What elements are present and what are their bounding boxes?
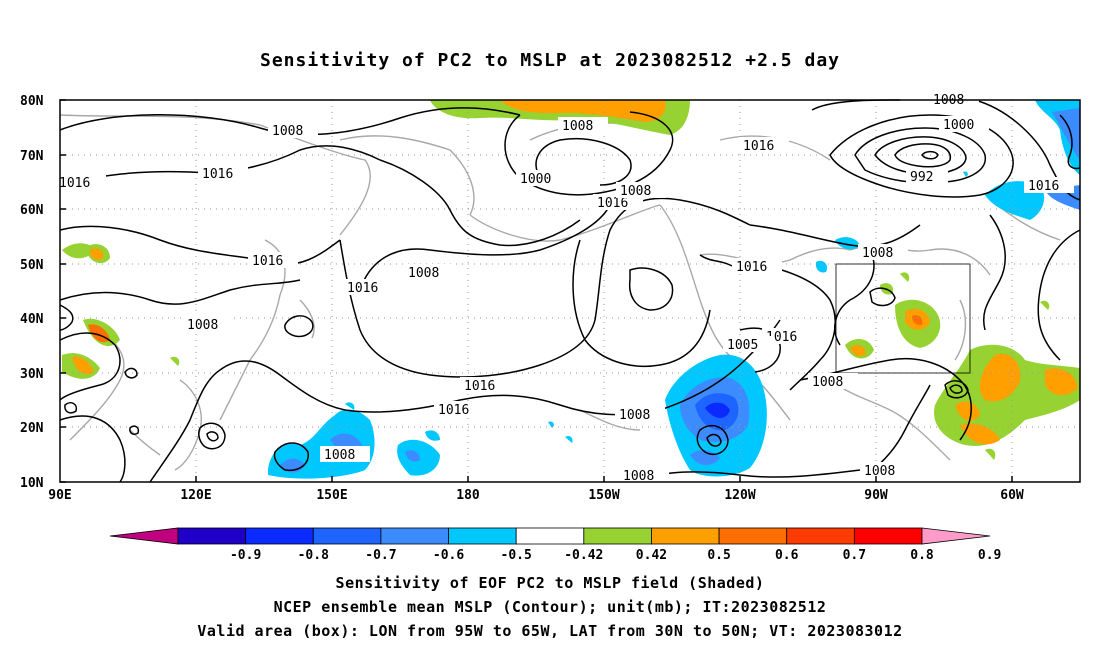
colorbar-swatch	[651, 527, 720, 545]
colorbar-swatch	[853, 527, 923, 545]
contour-label: 1000	[943, 118, 974, 133]
lat-label: 40N	[20, 312, 44, 327]
colorbar-tick-label: 0.8	[910, 548, 934, 563]
colorbar-tick-label: 0.42	[636, 548, 667, 563]
colorbar: -0.9 -0.8 -0.7 -0.6 -0.5 -0.42 0.42 0.5 0.6 0.7 0.…	[109, 527, 1001, 563]
colorbar-swatch	[718, 527, 788, 545]
caption-line-3: Valid area (box): LON from 95W to 65W, L…	[197, 622, 903, 640]
contour-labels: 1008 1016 1000 992 1008 1016 1016 1000 1…	[56, 93, 1074, 463]
lon-label: 60W	[1000, 488, 1024, 503]
lat-label: 20N	[20, 421, 44, 436]
lat-label: 30N	[20, 367, 44, 382]
colorbar-swatch	[177, 527, 247, 545]
contour-label: 1008	[862, 246, 893, 261]
contour-label: 992	[910, 170, 933, 185]
contour-label: 1016	[59, 176, 90, 191]
map-frame	[59, 99, 1081, 483]
contour-label: 1008	[324, 448, 355, 463]
lon-label: 90W	[864, 488, 888, 503]
contour-label: 1008	[408, 266, 439, 281]
lon-label: 120W	[724, 488, 755, 503]
grid	[60, 100, 1080, 482]
colorbar-tick-label: 0.6	[775, 548, 799, 563]
colorbar-tick-label: -0.42	[564, 548, 603, 563]
lat-label: 60N	[20, 203, 44, 218]
lat-label: 70N	[20, 149, 44, 164]
contour-label: 1008	[562, 119, 593, 134]
map-background	[60, 100, 1080, 482]
colorbar-low-triangle	[109, 527, 179, 545]
contour-label: 1008	[812, 375, 843, 390]
contour-label: 1008	[187, 318, 218, 333]
contour-label: 1008	[619, 408, 650, 423]
contour-label: 1016	[766, 330, 797, 345]
colorbar-swatch	[245, 527, 314, 545]
longitude-labels: 90E 120E 150E 180 150W 120W 90W 60W	[48, 488, 1024, 503]
contour-label: 1016	[464, 379, 495, 394]
lon-label: 90E	[48, 488, 71, 503]
contour-label: 1016	[347, 281, 378, 296]
colorbar-high-triangle	[921, 527, 991, 545]
colorbar-swatch	[312, 527, 382, 545]
colorbar-tick-label: -0.8	[298, 548, 329, 563]
colorbar-tick-label: -0.9	[230, 548, 261, 563]
lon-label: 120E	[180, 488, 211, 503]
contour-label: 1016	[736, 260, 767, 275]
colorbar-tick-label: -0.7	[365, 548, 396, 563]
contour-label: 1008	[864, 464, 895, 479]
lon-label: 180	[456, 488, 480, 503]
contour-label: 1008	[272, 124, 303, 139]
contour-label: 1000	[520, 172, 551, 187]
contour-label: 1016	[252, 254, 283, 269]
latitude-labels: 80N 70N 60N 50N 40N 30N 20N 10N	[20, 94, 44, 491]
colorbar-tick-label: 0.7	[843, 548, 866, 563]
lon-label: 150W	[588, 488, 619, 503]
chart-title: Sensitivity of PC2 to MSLP at 2023082512…	[259, 50, 840, 71]
caption-line-1: Sensitivity of EOF PC2 to MSLP field (Sh…	[335, 574, 765, 592]
contour-label: 1016	[1028, 179, 1059, 194]
lon-label: 150E	[316, 488, 347, 503]
contour-label: 1008	[623, 469, 654, 484]
colorbar-tick-label: -0.6	[433, 548, 464, 563]
contour-label: 1005	[727, 338, 758, 353]
colorbar-swatch	[380, 527, 449, 545]
contour-label: 1016	[743, 139, 774, 154]
colorbar-tick-label: -0.5	[501, 548, 532, 563]
colorbar-swatch	[448, 527, 517, 545]
caption-line-2: NCEP ensemble mean MSLP (Contour); unit(…	[273, 598, 827, 616]
axis-ticks	[60, 99, 1013, 483]
contour-label: 1016	[438, 403, 469, 418]
lat-label: 50N	[20, 258, 44, 273]
lat-label: 80N	[20, 94, 44, 109]
contour-label: 1008	[620, 184, 651, 199]
contour-labels-extra: 1008 1008 1008	[619, 373, 910, 484]
lat-label: 10N	[20, 476, 44, 491]
contour-label: 1016	[597, 196, 628, 211]
colorbar-swatch	[583, 527, 652, 545]
valid-area-box	[835, 263, 971, 374]
colorbar-swatch	[515, 527, 585, 545]
contour-label: 1016	[202, 167, 233, 182]
colorbar-swatch	[786, 527, 855, 545]
colorbar-tick-label: 0.5	[707, 548, 730, 563]
colorbar-tick-label: 0.9	[978, 548, 1001, 563]
